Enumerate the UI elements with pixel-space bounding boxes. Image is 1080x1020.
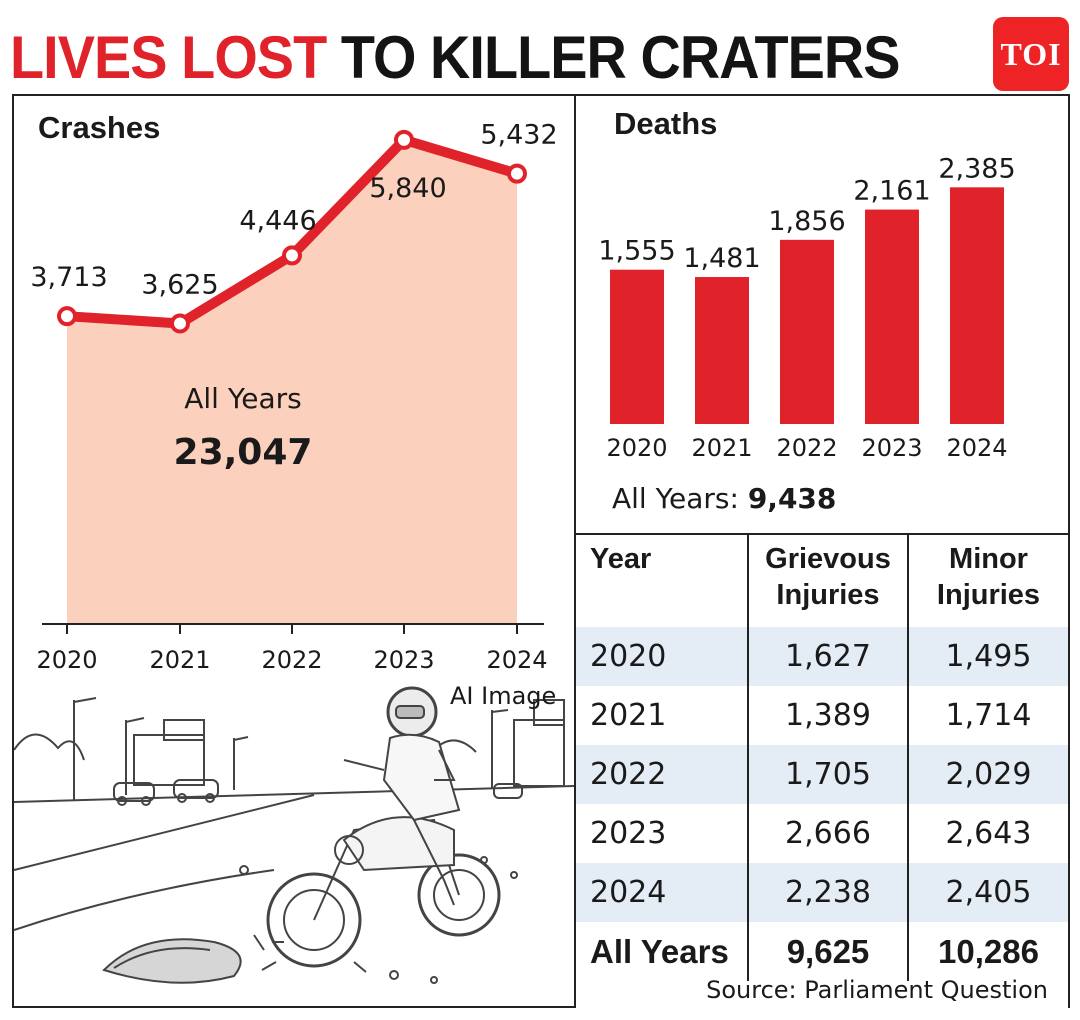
deaths-bar <box>610 269 664 424</box>
total-label: All Years <box>590 932 729 970</box>
header-grievous: Grievous Injuries <box>747 535 908 627</box>
crashes-heading: Crashes <box>38 110 161 145</box>
crashes-data-label: 3,625 <box>141 269 218 300</box>
deaths-total-value: 9,438 <box>747 482 837 515</box>
table-total-row: All Years 9,625 10,286 <box>576 922 1068 981</box>
row-grievous: 2,666 <box>747 804 908 863</box>
deaths-data-label: 1,555 <box>598 236 675 267</box>
source-note: Source: Parliament Question <box>706 976 1048 1004</box>
row-minor: 2,405 <box>907 863 1068 922</box>
crashes-data-label: 4,446 <box>239 205 316 236</box>
deaths-tick-label: 2024 <box>946 434 1007 462</box>
row-minor: 1,495 <box>907 627 1068 686</box>
frame-bottom-line <box>12 1006 576 1008</box>
row-minor: 1,714 <box>907 686 1068 745</box>
crashes-tick-label: 2020 <box>36 646 97 674</box>
table-row: 2020 1,627 1,495 <box>576 627 1068 686</box>
deaths-tick-label: 2022 <box>776 434 837 462</box>
frame-top-line <box>12 94 1070 96</box>
deaths-bar <box>780 239 834 424</box>
row-grievous: 1,389 <box>747 686 908 745</box>
crashes-data-label: 3,713 <box>30 262 107 293</box>
ai-image-label: AI Image <box>450 682 557 710</box>
crashes-point <box>507 163 527 184</box>
frame-divider-table-top <box>574 533 1070 535</box>
deaths-bar <box>950 187 1004 424</box>
table-row: 2021 1,389 1,714 <box>576 686 1068 745</box>
total-grievous: 9,625 <box>747 922 908 981</box>
deaths-total: All Years: 9,438 <box>612 482 836 515</box>
deaths-total-label: All Years: <box>612 482 739 515</box>
deaths-data-label: 1,856 <box>768 206 845 237</box>
crashes-data-label: 5,432 <box>480 120 557 151</box>
total-minor: 10,286 <box>907 922 1068 981</box>
header-year: Year <box>590 543 652 575</box>
row-grievous: 1,705 <box>747 745 908 804</box>
toi-logo: TOI <box>993 17 1069 91</box>
header-minor: Minor Injuries <box>907 535 1068 627</box>
crashes-tick-label: 2024 <box>486 646 547 674</box>
crashes-point <box>282 245 302 266</box>
injuries-table: Year Grievous Injuries Minor Injuries 20… <box>576 535 1068 981</box>
deaths-data-label: 2,385 <box>938 153 1015 184</box>
row-minor: 2,029 <box>907 745 1068 804</box>
injuries-table-header: Year Grievous Injuries Minor Injuries <box>576 535 1068 627</box>
crashes-point <box>394 129 414 150</box>
deaths-data-label: 2,161 <box>853 176 930 207</box>
row-year: 2021 <box>590 698 667 733</box>
motorcycle-pothole-illustration <box>14 686 574 984</box>
crashes-point <box>57 306 77 327</box>
title-rest: TO KILLER CRATERS <box>340 24 901 91</box>
table-row: 2024 2,238 2,405 <box>576 863 1068 922</box>
crashes-tick-label: 2021 <box>149 646 210 674</box>
row-grievous: 2,238 <box>747 863 908 922</box>
frame-right-line <box>1068 94 1070 1008</box>
table-row: 2023 2,666 2,643 <box>576 804 1068 863</box>
deaths-heading: Deaths <box>614 106 718 141</box>
deaths-data-label: 1,481 <box>683 243 760 274</box>
crashes-tick-label: 2023 <box>373 646 434 674</box>
crashes-total-label: All Years <box>184 382 301 415</box>
deaths-bar <box>865 209 919 424</box>
deaths-chart: 1,555 2020 1,481 2021 1,856 2022 2,161 2023 2,38… <box>598 153 1015 462</box>
deaths-bar <box>695 277 749 424</box>
row-year: 2024 <box>576 863 748 922</box>
deaths-tick-label: 2023 <box>861 434 922 462</box>
title-highlight: LIVES LOST <box>10 24 327 91</box>
row-year: 2022 <box>576 745 748 804</box>
row-grievous: 1,627 <box>747 627 908 686</box>
deaths-tick-label: 2021 <box>691 434 752 462</box>
frame-divider-vertical <box>574 94 576 1008</box>
crashes-tick-label: 2022 <box>261 646 322 674</box>
row-year: 2020 <box>576 627 748 686</box>
crashes-area <box>67 139 517 624</box>
frame-left-line <box>12 94 14 1008</box>
table-row: 2022 1,705 2,029 <box>576 745 1068 804</box>
deaths-tick-label: 2020 <box>606 434 667 462</box>
crashes-total-value: 23,047 <box>174 432 313 473</box>
crashes-point <box>170 313 190 334</box>
crashes-data-label: 5,840 <box>369 173 446 204</box>
row-year: 2023 <box>590 816 667 851</box>
row-minor: 2,643 <box>907 804 1068 863</box>
crashes-chart: All Years 23,047 2020 2021 2022 2023 2024 3,7… <box>30 120 557 674</box>
page-title: LIVES LOST TO KILLER CRATERS <box>10 20 900 96</box>
